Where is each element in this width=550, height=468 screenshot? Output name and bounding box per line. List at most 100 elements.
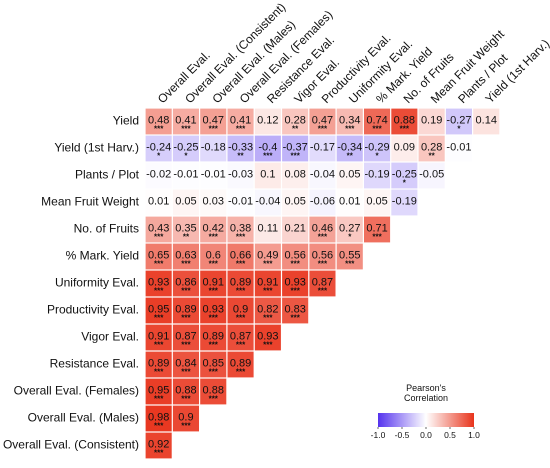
- cell-value: 0.47: [203, 115, 224, 127]
- heatmap-cell: [254, 108, 281, 135]
- heatmap-cell: [227, 297, 254, 324]
- significance-mark: ***: [345, 125, 355, 134]
- heatmap-cell: [172, 162, 199, 189]
- legend-title: Pearson's: [406, 383, 446, 393]
- heatmap-cell: [282, 270, 309, 297]
- cell-value: 0.87: [312, 277, 333, 289]
- legend-tick-label: 0.0: [420, 430, 432, 440]
- heatmap-cell: [336, 162, 363, 189]
- cell-value: 0.85: [203, 358, 224, 370]
- heatmap-cell: [145, 297, 172, 324]
- significance-mark: *: [375, 152, 379, 161]
- cell-value: -0.19: [392, 196, 417, 208]
- row-label: Overall Eval. (Consistent): [3, 438, 139, 452]
- significance-mark: ***: [209, 368, 219, 377]
- cell-value: 0.87: [230, 331, 251, 343]
- significance-mark: ***: [209, 341, 219, 350]
- heatmap-cell: [254, 216, 281, 243]
- heatmap-cell: [364, 135, 391, 162]
- significance-mark: ***: [372, 125, 382, 134]
- significance-mark: ***: [181, 395, 191, 404]
- significance-mark: ***: [181, 260, 191, 269]
- cell-value: 0.91: [203, 277, 224, 289]
- cell-value: 0.01: [148, 196, 169, 208]
- heatmap-cell: [145, 405, 172, 432]
- heatmap-cell: [336, 108, 363, 135]
- row-label: Productivity Eval.: [47, 303, 139, 317]
- heatmap-cell: [200, 270, 227, 297]
- significance-mark: *: [348, 233, 352, 242]
- significance-mark: ***: [236, 125, 246, 134]
- heatmap-cell: [145, 189, 172, 216]
- cell-value: 0.41: [230, 115, 251, 127]
- significance-mark: ***: [154, 287, 164, 296]
- significance-mark: **: [292, 125, 299, 134]
- heatmap-cell: [254, 270, 281, 297]
- cell-value: 0.28: [421, 142, 442, 154]
- row-label: Uniformity Eval.: [55, 276, 139, 290]
- cell-value: -0.02: [146, 169, 171, 181]
- heatmap-cell: [309, 108, 336, 135]
- cell-value: 0.89: [230, 358, 251, 370]
- cell-value: -0.03: [228, 169, 253, 181]
- cell-value: -0.19: [365, 169, 390, 181]
- heatmap-cell: [254, 324, 281, 351]
- heatmap-cell: [145, 135, 172, 162]
- cell-value: -0.06: [310, 196, 335, 208]
- heatmap-cell: [200, 324, 227, 351]
- significance-mark: **: [429, 152, 436, 161]
- significance-mark: ***: [181, 125, 191, 134]
- row-label: Yield: [113, 114, 139, 128]
- significance-mark: ***: [263, 314, 273, 323]
- heatmap-cell: [336, 243, 363, 270]
- cell-value: 0.88: [203, 385, 224, 397]
- heatmap-cell: [282, 162, 309, 189]
- cell-value: 0.12: [257, 115, 278, 127]
- cell-value: 0.34: [339, 115, 360, 127]
- cell-value: 0.82: [257, 304, 278, 316]
- cell-value: 0.89: [203, 331, 224, 343]
- heatmap-cell: [200, 135, 227, 162]
- cell-value: 0.98: [148, 412, 169, 424]
- significance-mark: ***: [400, 125, 410, 134]
- cell-value: 0.48: [148, 115, 169, 127]
- cell-value: 0.83: [284, 304, 305, 316]
- heatmap-cell: [282, 216, 309, 243]
- heatmap-cell: [227, 324, 254, 351]
- significance-mark: ***: [209, 125, 219, 134]
- cell-value: 0.56: [284, 250, 305, 262]
- heatmap-cell: [364, 216, 391, 243]
- heatmap-cell: [145, 108, 172, 135]
- cell-value: 0.41: [175, 115, 196, 127]
- heatmap-cell: [282, 297, 309, 324]
- heatmap-cell: [200, 216, 227, 243]
- cell-value: 0.43: [148, 223, 169, 235]
- significance-mark: ***: [154, 125, 164, 134]
- significance-mark: ***: [236, 368, 246, 377]
- cell-value: 0.93: [284, 277, 305, 289]
- cell-value: -0.01: [201, 169, 226, 181]
- heatmap-cell: [254, 162, 281, 189]
- significance-mark: ***: [209, 260, 219, 269]
- cell-value: -0.25: [173, 142, 198, 154]
- row-label: Vigor Eval.: [81, 330, 139, 344]
- heatmap-cell: [227, 216, 254, 243]
- significance-mark: ***: [154, 449, 164, 458]
- cell-value: 0.93: [203, 304, 224, 316]
- row-label: % Mark. Yield: [66, 249, 139, 263]
- cell-value: 0.56: [312, 250, 333, 262]
- heatmap-cell: [282, 189, 309, 216]
- significance-mark: ***: [181, 422, 191, 431]
- cell-value: 0.95: [148, 385, 169, 397]
- heatmap-cell: [172, 243, 199, 270]
- heatmap-cell: [200, 297, 227, 324]
- heatmap-cell: [172, 216, 199, 243]
- row-label: Yield (1st Harv.): [54, 141, 139, 155]
- cell-value: 0.49: [257, 250, 278, 262]
- heatmap-cell: [227, 270, 254, 297]
- cell-value: 0.9: [233, 304, 248, 316]
- significance-mark: ***: [318, 287, 328, 296]
- row-label: Overall Eval. (Males): [28, 411, 139, 425]
- heatmap-cell: [172, 378, 199, 405]
- heatmap-cell: [200, 162, 227, 189]
